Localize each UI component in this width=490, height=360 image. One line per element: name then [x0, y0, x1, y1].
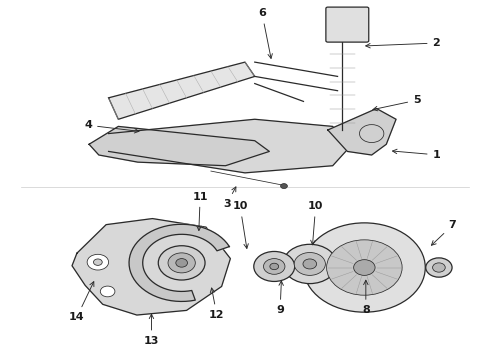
Polygon shape	[72, 219, 230, 315]
Text: 9: 9	[276, 281, 284, 315]
Circle shape	[354, 260, 375, 275]
Text: 11: 11	[193, 192, 208, 230]
Polygon shape	[328, 109, 396, 155]
Circle shape	[168, 253, 196, 273]
Text: 10: 10	[308, 201, 323, 245]
Text: 4: 4	[84, 120, 139, 133]
Text: 10: 10	[232, 201, 248, 248]
Circle shape	[283, 244, 337, 284]
Circle shape	[254, 251, 294, 282]
Circle shape	[176, 258, 188, 267]
Polygon shape	[129, 224, 229, 301]
Text: 8: 8	[362, 280, 370, 315]
Circle shape	[87, 254, 109, 270]
Text: 13: 13	[144, 314, 159, 346]
Circle shape	[426, 258, 452, 277]
Circle shape	[281, 184, 288, 189]
Polygon shape	[109, 119, 352, 173]
Circle shape	[264, 258, 285, 274]
Circle shape	[433, 263, 445, 272]
Text: 14: 14	[69, 282, 94, 322]
Text: 3: 3	[223, 187, 236, 209]
Text: 7: 7	[431, 220, 456, 245]
Circle shape	[158, 246, 205, 280]
Text: 2: 2	[366, 38, 441, 48]
Polygon shape	[109, 62, 255, 119]
FancyBboxPatch shape	[326, 7, 369, 42]
Circle shape	[327, 240, 402, 295]
Text: 12: 12	[209, 288, 224, 320]
Circle shape	[94, 259, 102, 265]
Circle shape	[303, 259, 317, 269]
Text: 5: 5	[373, 95, 421, 111]
Circle shape	[294, 252, 325, 275]
Circle shape	[303, 223, 425, 312]
Polygon shape	[89, 126, 270, 166]
Circle shape	[100, 286, 115, 297]
Text: 6: 6	[258, 8, 272, 58]
Circle shape	[270, 263, 279, 270]
Text: 1: 1	[392, 149, 441, 160]
